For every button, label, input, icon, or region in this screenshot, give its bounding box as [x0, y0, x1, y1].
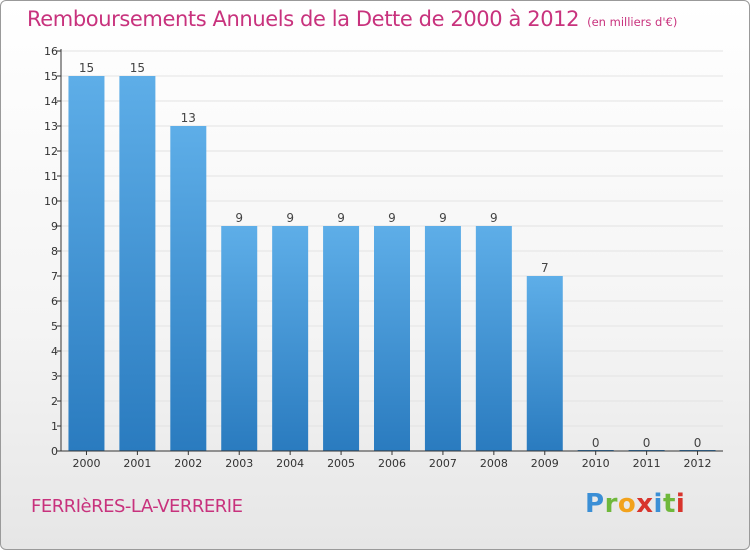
bar	[475, 226, 512, 451]
y-tick-label: 14	[44, 95, 58, 108]
y-tick-label: 13	[44, 120, 58, 133]
x-tick-label: 2009	[531, 457, 559, 470]
y-tick-label: 11	[44, 170, 58, 183]
data-label: 0	[592, 436, 600, 450]
y-tick-label: 6	[51, 295, 58, 308]
y-tick-label: 0	[51, 445, 58, 458]
y-tick-label: 1	[51, 420, 58, 433]
x-tick-label: 2010	[582, 457, 610, 470]
bar	[68, 76, 105, 451]
x-tick-label: 2011	[633, 457, 661, 470]
commune-name: FERRIèRES-LA-VERRERIE	[31, 496, 243, 517]
bar	[424, 226, 461, 451]
bar	[119, 76, 156, 451]
logo-letter: o	[617, 489, 637, 519]
y-tick-label: 5	[51, 320, 58, 333]
x-tick-label: 2001	[123, 457, 151, 470]
data-label: 9	[388, 211, 396, 225]
x-tick-label: 2005	[327, 457, 355, 470]
logo-letter: P	[585, 489, 605, 519]
bar	[170, 126, 207, 451]
x-tick-label: 2007	[429, 457, 457, 470]
y-tick-label: 8	[51, 245, 58, 258]
y-tick-label: 10	[44, 195, 58, 208]
logo-letter: x	[636, 489, 654, 519]
x-tick-label: 2000	[72, 457, 100, 470]
x-tick-label: 2012	[684, 457, 712, 470]
y-tick-label: 9	[51, 220, 58, 233]
y-tick-label: 3	[51, 370, 58, 383]
proxiti-logo: Proxiti	[585, 489, 685, 519]
x-tick-label: 2002	[174, 457, 202, 470]
data-label: 0	[694, 436, 702, 450]
data-labels: 15 15 13 9 9 9 9 9 9 7 0 0 0	[79, 61, 702, 450]
y-tick-label: 12	[44, 145, 58, 158]
data-label: 13	[181, 111, 196, 125]
data-label: 15	[79, 61, 94, 75]
y-tick-label: 7	[51, 270, 58, 283]
chart-unit: (en milliers d'€)	[587, 15, 678, 29]
bars	[68, 76, 716, 451]
logo-letter: t	[662, 489, 676, 519]
data-label: 9	[490, 211, 498, 225]
y-tick-label: 4	[51, 345, 58, 358]
logo-letter: r	[604, 489, 618, 519]
bar	[272, 226, 309, 451]
data-label: 15	[130, 61, 145, 75]
bar	[526, 276, 563, 451]
bar	[374, 226, 410, 451]
chart-title: Remboursements Annuels de la Dette de 20…	[27, 7, 677, 31]
y-tick-label: 16	[44, 45, 58, 58]
x-tick-label: 2006	[378, 457, 406, 470]
bar	[323, 226, 360, 451]
x-tick-label: 2003	[225, 457, 253, 470]
x-tick-label: 2004	[276, 457, 304, 470]
data-label: 9	[235, 211, 243, 225]
data-label: 0	[643, 436, 651, 450]
data-label: 9	[439, 211, 447, 225]
data-label: 7	[541, 261, 549, 275]
data-label: 9	[286, 211, 294, 225]
chart-title-text: Remboursements Annuels de la Dette de 20…	[27, 7, 580, 31]
bar	[221, 226, 258, 451]
logo-letter: i	[675, 489, 686, 519]
x-tick-label: 2008	[480, 457, 508, 470]
y-tick-label: 2	[51, 395, 58, 408]
logo-letter: i	[653, 489, 663, 519]
y-tick-label: 15	[44, 70, 58, 83]
data-label: 9	[337, 211, 345, 225]
